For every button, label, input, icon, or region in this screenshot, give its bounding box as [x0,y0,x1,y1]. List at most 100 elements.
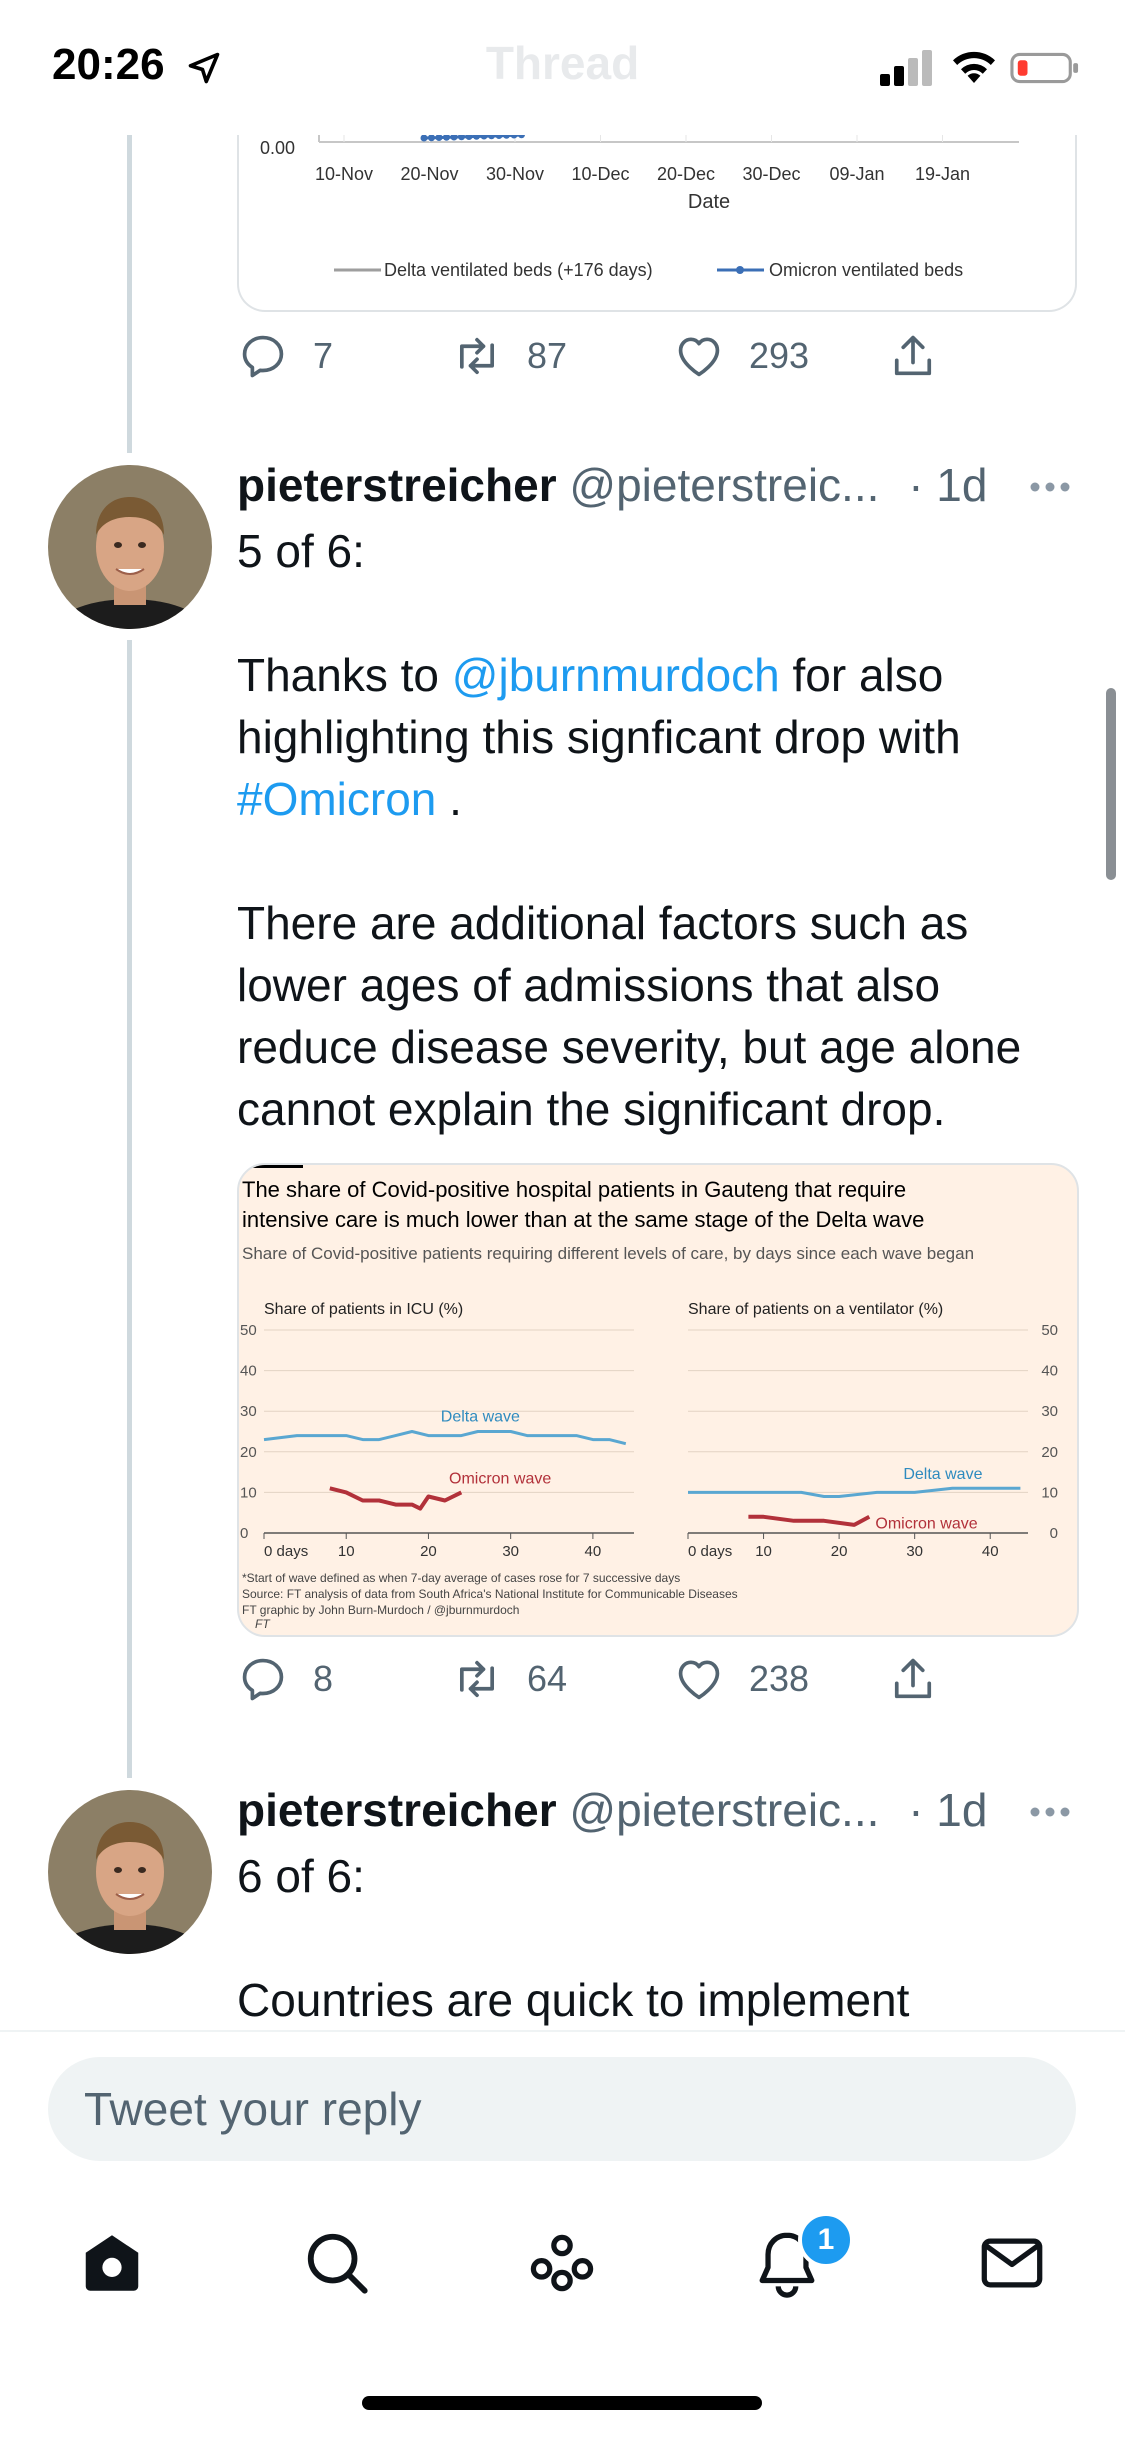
y-tick-label: 20 [240,1444,257,1461]
x-tick-label: 20-Dec [657,164,715,184]
retweet-button[interactable]: 87 [451,330,567,382]
x-tick-label: 30 [502,1543,519,1560]
footnote: *Start of wave defined as when 7-day ave… [242,1571,680,1585]
nav-title: Thread [485,37,640,89]
thread-connector [127,135,132,453]
heart-icon [678,1660,720,1700]
x-tick-label: 09-Jan [829,164,884,184]
y-tick-label: 10 [240,1484,257,1501]
text-line: Countries are quick to implement [237,1974,910,2026]
text-line: 6 of 6: [237,1850,365,1902]
reply-placeholder: Tweet your reply [84,2083,422,2135]
author-name[interactable]: pieterstreicher [237,1784,557,1836]
panel-title-icu: Share of patients in ICU (%) [264,1301,463,1318]
avatar[interactable] [48,465,212,629]
share-icon [894,335,932,376]
text-line: highlighting this signficant drop with [237,711,961,763]
author-handle[interactable]: @pieterstreic... [569,1784,880,1836]
reply-icon [242,1658,284,1701]
retweet-icon [459,337,495,375]
text-line: lower ages of admissions that also [237,959,941,1011]
y-tick-label: 40 [240,1363,257,1380]
y-tick-label: 30 [1041,1403,1058,1420]
retweet-button[interactable]: 64 [451,1653,567,1705]
reply-icon [242,335,284,378]
text-line: reduce disease severity, but age alone [237,1021,1022,1073]
reply-count: 7 [313,335,334,376]
series-line [263,1430,627,1446]
home-indicator [362,2396,762,2410]
tweet-time: · 1d [908,459,988,511]
reply-count: 8 [313,1658,334,1699]
x-tick-label: 30-Dec [742,164,800,184]
like-count: 293 [749,335,810,376]
y-tick-label: 20 [1041,1444,1058,1461]
x-tick-label: 20-Nov [400,164,458,184]
omicron-point [458,133,465,141]
tweet-body: 6 of 6: Countries are quick to implement [237,1845,1077,2031]
ft-logo: FT [255,1617,271,1631]
status-bar: 20:26 Thread [0,0,1125,135]
share-icon [894,1658,932,1699]
signal-icon [880,50,932,86]
like-count: 238 [749,1658,810,1699]
avatar-photo [48,465,212,629]
series-label-omicron: Omicron wave [875,1516,977,1533]
spaces-icon[interactable] [527,2228,597,2298]
series-label-omicron: Omicron wave [449,1470,551,1487]
x-tick-label: 10-Dec [571,164,629,184]
home-icon[interactable] [77,2228,147,2298]
heart-icon [678,337,720,377]
tweet-actions-prev: 7 87 293 [237,330,1077,400]
reply-button[interactable]: 7 [237,330,333,382]
chart-subtitle: Share of Covid-positive patients requiri… [242,1244,974,1263]
x-tick-label: 19-Jan [915,164,970,184]
panel-title-ventilator: Share of patients on a ventilator (%) [688,1301,943,1318]
x-tick-label: 10-Nov [315,164,373,184]
omicron-point [428,134,435,142]
share-button[interactable] [887,1653,963,1705]
footnote: FT graphic by John Burn-Murdoch / @jburn… [242,1603,519,1617]
omicron-point [435,134,443,141]
retweet-count: 64 [527,1658,568,1699]
y-tick-label: 30 [240,1403,257,1420]
x-tick-label: 0 days [688,1543,732,1560]
y-tick-label: 0 [240,1525,248,1542]
notification-badge: 1 [798,2212,854,2268]
legend-omicron-swatch [736,266,744,274]
messages-icon[interactable] [977,2228,1047,2298]
x-tick-label: 40 [982,1543,999,1560]
chart-title: intensive care is much lower than at the… [242,1207,924,1232]
hashtag-link[interactable]: #Omicron [237,773,437,825]
reply-input[interactable] [48,2057,1076,2161]
mention-link[interactable]: @jburnmurdoch [451,649,780,701]
wifi-icon [953,51,995,83]
reply-button[interactable]: 8 [237,1653,333,1705]
like-button[interactable]: 238 [673,1653,809,1705]
status-time: 20:26 [52,40,165,89]
avatar[interactable] [48,1790,212,1954]
share-button[interactable] [887,330,963,382]
author-name[interactable]: pieterstreicher [237,459,557,511]
x-axis-label: Date [688,191,730,213]
more-options-icon[interactable] [1028,1805,1072,1819]
thread-connector [127,640,132,1778]
search-icon[interactable] [302,2228,372,2298]
like-button[interactable]: 293 [673,330,809,382]
avatar-photo [48,1790,212,1954]
author-handle[interactable]: @pieterstreic... [569,459,880,511]
tweet-body: 5 of 6: Thanks to @jburnmurdoch for also… [237,520,1077,1140]
y-tick-zero: 0.00 [260,138,295,158]
x-tick-label: 0 days [264,1543,308,1560]
x-tick-label: 20 [420,1543,437,1560]
tweet-header: pieterstreicher @pieterstreic... · 1d [237,1783,987,1837]
scroll-indicator[interactable] [1106,688,1116,880]
y-tick-label: 50 [1041,1322,1058,1339]
more-options-icon[interactable] [1028,480,1072,494]
x-tick-label: 40 [585,1543,602,1560]
ft-icu-chart: The share of Covid-positive hospital pat… [240,1165,1058,1631]
media-ft-chart[interactable]: The share of Covid-positive hospital pat… [237,1163,1079,1637]
tweet-header: pieterstreicher @pieterstreic... · 1d [237,458,987,512]
chart-title: The share of Covid-positive hospital pat… [242,1177,906,1202]
x-tick-label: 30-Nov [486,164,544,184]
